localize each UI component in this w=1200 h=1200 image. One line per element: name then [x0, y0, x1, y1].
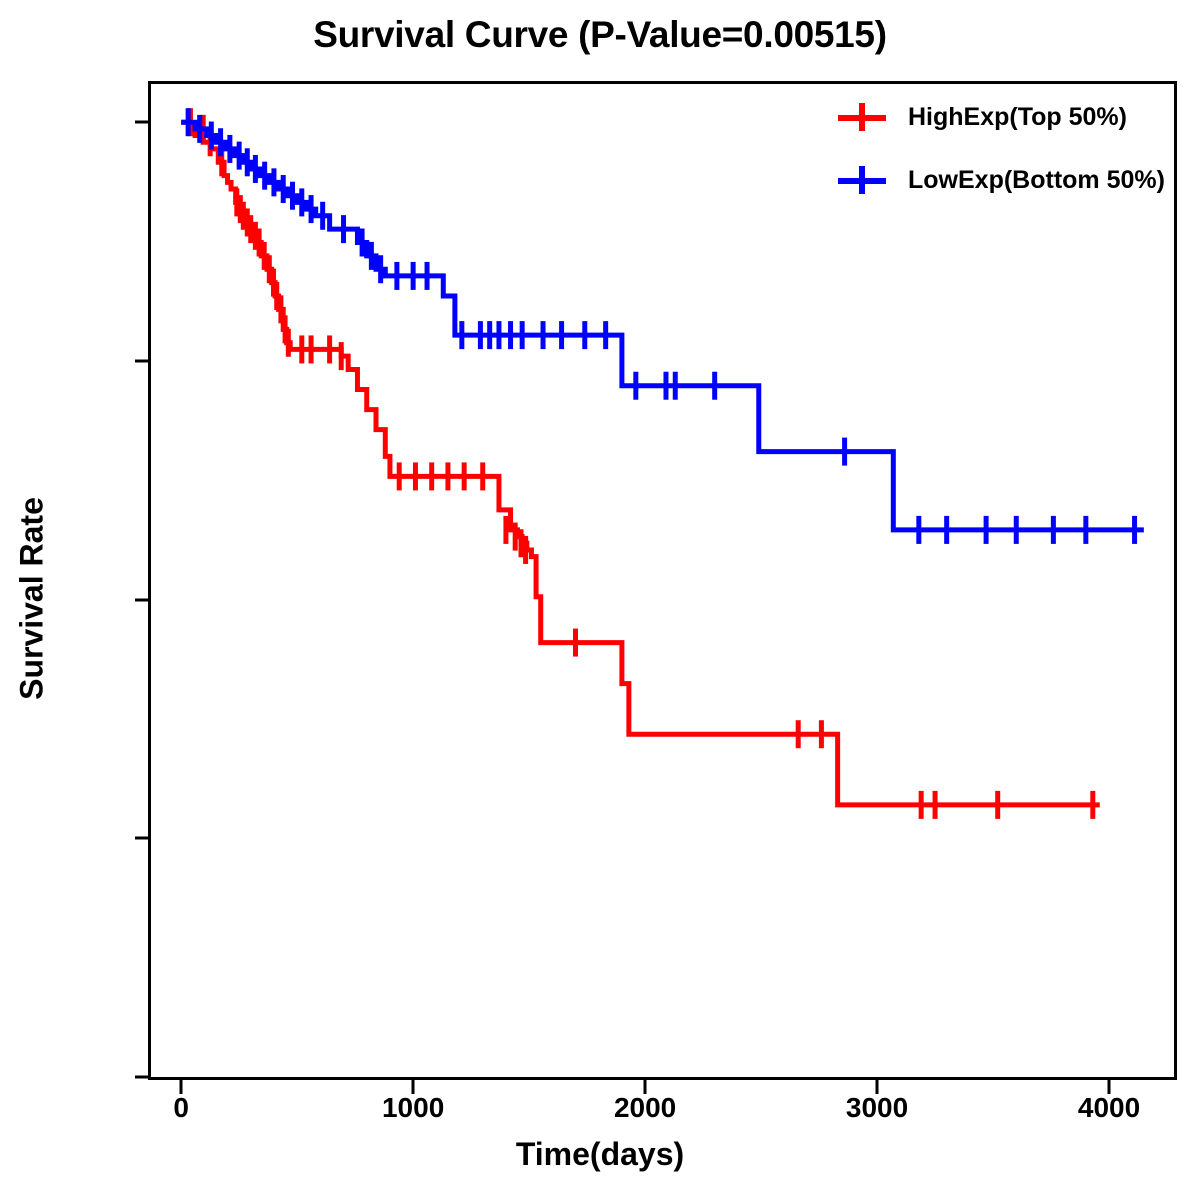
- series-highexp: [181, 108, 1100, 819]
- y-tick-mark: [135, 598, 148, 602]
- legend-item-lowexp[interactable]: LowExp(Bottom 50%): [838, 165, 1165, 195]
- y-tick-mark: [135, 359, 148, 363]
- y-axis-title: Survival Rate: [13, 497, 50, 700]
- series-lowexp: [181, 108, 1144, 544]
- legend-item-highexp[interactable]: HighExp(Top 50%): [838, 102, 1165, 132]
- survival-step-line: [181, 119, 1100, 808]
- x-tick-label: 4000: [1077, 1092, 1141, 1123]
- y-tick-mark: [135, 1075, 148, 1079]
- x-tick-mark: [179, 1080, 183, 1094]
- legend-item-label: LowExp(Bottom 50%): [908, 165, 1165, 194]
- x-tick-label: 1000: [381, 1092, 445, 1123]
- legend-plus-icon: [838, 102, 886, 132]
- x-tick-mark: [411, 1080, 415, 1094]
- plot-svg: [181, 108, 1144, 819]
- x-tick-label: 2000: [613, 1092, 677, 1123]
- x-tick-label: 0: [173, 1092, 189, 1123]
- legend-item-label: HighExp(Top 50%): [908, 102, 1127, 131]
- x-axis-title: Time(days): [515, 1136, 685, 1172]
- y-tick-mark: [135, 120, 148, 124]
- x-tick-label: 3000: [845, 1092, 909, 1123]
- plot-area: [148, 81, 1177, 1080]
- legend-plus-icon: [838, 165, 886, 195]
- x-tick-mark: [1107, 1080, 1111, 1094]
- x-tick-mark: [875, 1080, 879, 1094]
- legend: HighExp(Top 50%) LowExp(Bottom 50%): [838, 102, 1165, 195]
- y-tick-mark: [135, 836, 148, 840]
- x-tick-mark: [643, 1080, 647, 1094]
- chart-title: Survival Curve (P-Value=0.00515): [313, 14, 887, 55]
